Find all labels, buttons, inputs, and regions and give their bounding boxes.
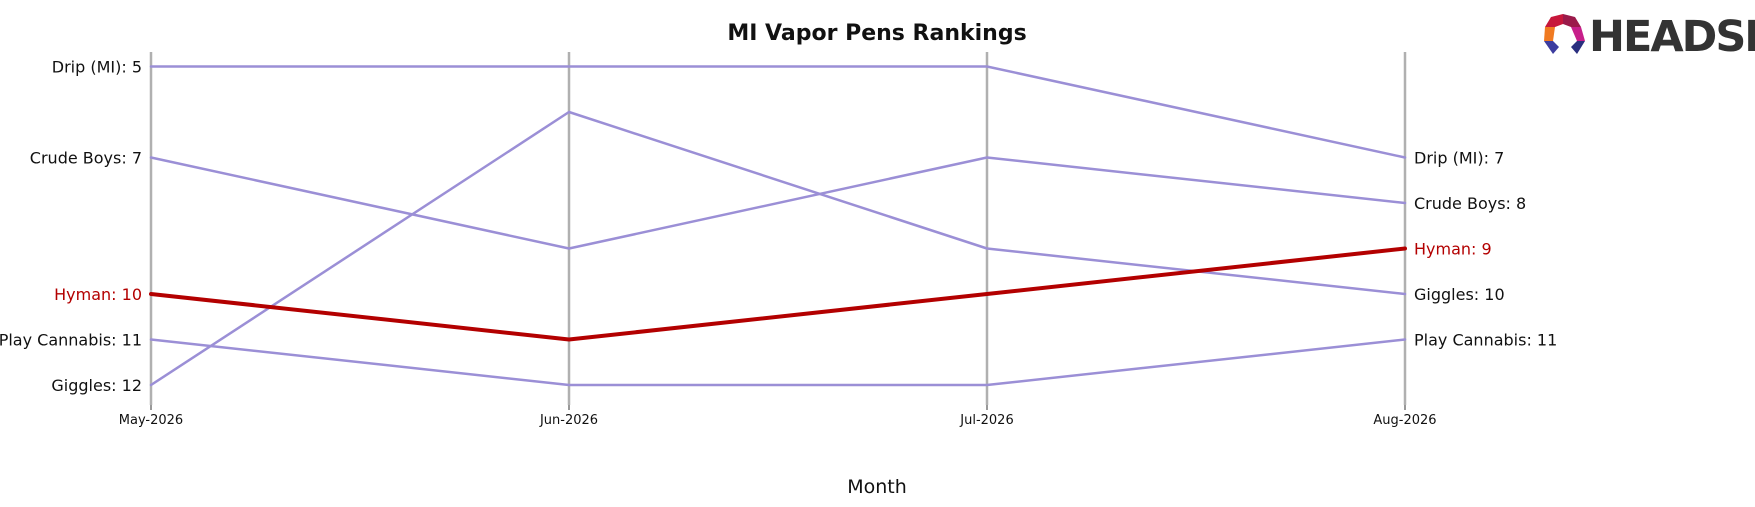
series-line-crude-boys (149, 156, 1407, 250)
x-tick-label-jul-2026: Jul-2026 (959, 413, 1013, 428)
left-label-hyman: Hyman: 10 (54, 285, 142, 304)
right-label-drip-mi: Drip (MI): 7 (1414, 149, 1504, 168)
x-axis: May-2026 Jun-2026 Jul-2026 Aug-2026 (119, 405, 1437, 428)
x-tick-label-may-2026: May-2026 (119, 413, 183, 428)
left-label-play-cannabis: Play Cannabis: 11 (0, 331, 142, 350)
series-line-hyman (149, 246, 1407, 342)
chart-title: MI Vapor Pens Rankings (727, 21, 1026, 46)
x-axis-label: Month (847, 476, 907, 498)
x-tick-label-aug-2026: Aug-2026 (1373, 413, 1436, 428)
headset-logo: HEADSET (1544, 12, 1755, 62)
headset-logo-icon (1544, 14, 1585, 54)
right-label-play-cannabis: Play Cannabis: 11 (1414, 331, 1557, 350)
right-label-hyman: Hyman: 9 (1414, 240, 1492, 259)
x-tick-label-jun-2026: Jun-2026 (539, 413, 598, 428)
series-line-drip-mi (149, 65, 1407, 159)
right-label-crude-boys: Crude Boys: 8 (1414, 194, 1526, 213)
logo-text: HEADSET (1589, 12, 1755, 62)
series-labels: Drip (MI): 5 Drip (MI): 7 Crude Boys: 7 Cru… (0, 58, 1557, 396)
grid-lines (149, 52, 1407, 405)
series-line-giggles (149, 110, 1407, 387)
left-label-giggles: Giggles: 12 (51, 376, 142, 395)
left-label-drip-mi: Drip (MI): 5 (52, 58, 142, 77)
series-lines (149, 65, 1407, 387)
right-label-giggles: Giggles: 10 (1414, 285, 1505, 304)
left-label-crude-boys: Crude Boys: 7 (30, 149, 142, 168)
series-line-play-cannabis (149, 338, 1407, 387)
